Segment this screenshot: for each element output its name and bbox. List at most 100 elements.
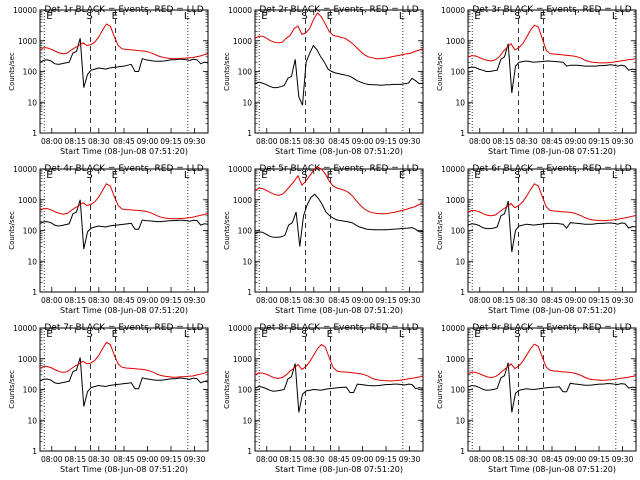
y-tick-label: 1 (32, 288, 37, 297)
y-axis-label: Counts/sec (436, 52, 444, 91)
x-tick-label: 09:15 (588, 137, 610, 146)
y-tick-label: 1000 (18, 355, 37, 364)
x-tick-label: 09:30 (399, 455, 421, 464)
marker-label-s: S (86, 329, 92, 340)
x-tick-label: 08:30 (88, 137, 110, 146)
x-tick-label: 09:30 (612, 455, 634, 464)
x-tick-label: 09:30 (612, 296, 634, 305)
events-series (254, 363, 424, 413)
y-tick-label: 10000 (441, 165, 465, 174)
x-axis-label: Start Time (08-Jun-08 07:51:20) (60, 147, 188, 156)
x-tick-label: 08:00 (469, 296, 491, 305)
marker-label-e: E (112, 170, 118, 181)
x-tick-label: 09:30 (184, 296, 206, 305)
y-tick-label: 10000 (441, 324, 465, 333)
x-tick-label: 09:00 (352, 137, 374, 146)
x-tick-label: 08:30 (516, 455, 538, 464)
plot-frame (254, 327, 424, 452)
lld-series (39, 341, 209, 378)
x-tick-label: 08:00 (469, 137, 491, 146)
y-axis-label: Counts/sec (436, 211, 444, 250)
x-tick-label: 09:00 (565, 137, 587, 146)
x-tick-label: 08:15 (492, 137, 514, 146)
marker-label-l: L (184, 170, 190, 181)
x-tick-label: 08:30 (303, 137, 325, 146)
x-tick-label: 08:45 (113, 296, 135, 305)
y-tick-label: 1000 (446, 37, 465, 46)
marker-label-e: E (46, 170, 52, 181)
x-tick-label: 09:15 (375, 296, 397, 305)
marker-label-l: L (399, 11, 405, 22)
marker-label-s: S (86, 11, 92, 22)
x-tick-label: 08:15 (64, 455, 86, 464)
x-axis-label: Start Time (08-Jun-08 07:51:20) (488, 306, 616, 315)
x-tick-label: 09:00 (565, 296, 587, 305)
y-tick-label: 10 (27, 98, 37, 107)
x-tick-label: 08:00 (41, 455, 63, 464)
lld-series (254, 12, 424, 60)
events-series (254, 193, 424, 247)
y-tick-label: 10 (455, 416, 465, 425)
x-tick-label: 09:15 (160, 137, 182, 146)
x-tick-label: 08:30 (516, 137, 538, 146)
marker-label-e: E (399, 170, 405, 181)
x-tick-label: 08:45 (541, 455, 563, 464)
x-tick-label: 08:00 (469, 455, 491, 464)
y-tick-label: 1 (32, 447, 37, 456)
y-tick-label: 1 (460, 447, 465, 456)
marker-label-e: E (46, 11, 52, 22)
marker-label-l: L (399, 329, 405, 340)
x-tick-label: 08:30 (88, 296, 110, 305)
marker-label-e: E (261, 11, 267, 22)
panel-det-9: Det 9r BLACK = Events, RED = LLD11010010… (436, 323, 637, 474)
y-tick-label: 1000 (233, 355, 252, 364)
panel-det-1: Det 1r BLACK = Events, RED = LLD11010010… (8, 5, 209, 156)
x-tick-label: 09:00 (137, 455, 159, 464)
x-tick-label: 08:45 (328, 296, 350, 305)
x-axis-label: Start Time (08-Jun-08 07:51:20) (275, 306, 403, 315)
x-tick-label: 08:00 (256, 137, 278, 146)
y-tick-label: 100 (451, 68, 466, 77)
lld-series (39, 183, 209, 220)
y-tick-label: 10000 (13, 324, 37, 333)
x-tick-label: 08:15 (492, 455, 514, 464)
x-tick-label: 08:15 (64, 296, 86, 305)
lld-series (467, 183, 637, 222)
x-axis-label: Start Time (08-Jun-08 07:51:20) (488, 465, 616, 474)
y-tick-label: 1 (32, 129, 37, 138)
plot-frame (39, 9, 209, 134)
marker-label-s: S (514, 11, 520, 22)
panel-det-8: Det 8r BLACK = Events, RED = LLD11010010… (223, 323, 424, 474)
plot-frame (254, 168, 424, 293)
x-tick-label: 08:00 (256, 455, 278, 464)
y-tick-label: 1 (460, 288, 465, 297)
y-tick-label: 10 (27, 416, 37, 425)
lld-series (254, 343, 424, 382)
y-axis-label: Counts/sec (8, 52, 16, 91)
y-axis-label: Counts/sec (436, 370, 444, 409)
x-tick-label: 08:30 (303, 455, 325, 464)
y-tick-label: 10 (242, 416, 252, 425)
marker-label-e: E (474, 170, 480, 181)
plot-frame (39, 327, 209, 452)
marker-label-e: E (261, 329, 267, 340)
panel-det-2: Det 2r BLACK = Events, RED = LLD11010010… (223, 5, 424, 156)
plot-frame (254, 9, 424, 134)
y-tick-label: 100 (451, 386, 466, 395)
marker-label-e: E (327, 329, 333, 340)
marker-label-e: E (112, 329, 118, 340)
marker-label-s: S (301, 170, 307, 181)
lld-series (39, 23, 209, 60)
x-tick-label: 08:15 (492, 296, 514, 305)
marker-label-l: L (612, 11, 618, 22)
y-tick-label: 10000 (13, 6, 37, 15)
y-tick-label: 1000 (446, 196, 465, 205)
x-tick-label: 09:15 (160, 296, 182, 305)
marker-label-e: E (474, 329, 480, 340)
x-tick-label: 08:30 (88, 455, 110, 464)
marker-label-l: L (612, 329, 618, 340)
x-axis-label: Start Time (08-Jun-08 07:51:20) (275, 465, 403, 474)
y-axis-label: Counts/sec (8, 211, 16, 250)
y-tick-label: 1000 (233, 37, 252, 46)
panel-det-4: Det 4r BLACK = Events, RED = LLD11010010… (8, 164, 209, 315)
